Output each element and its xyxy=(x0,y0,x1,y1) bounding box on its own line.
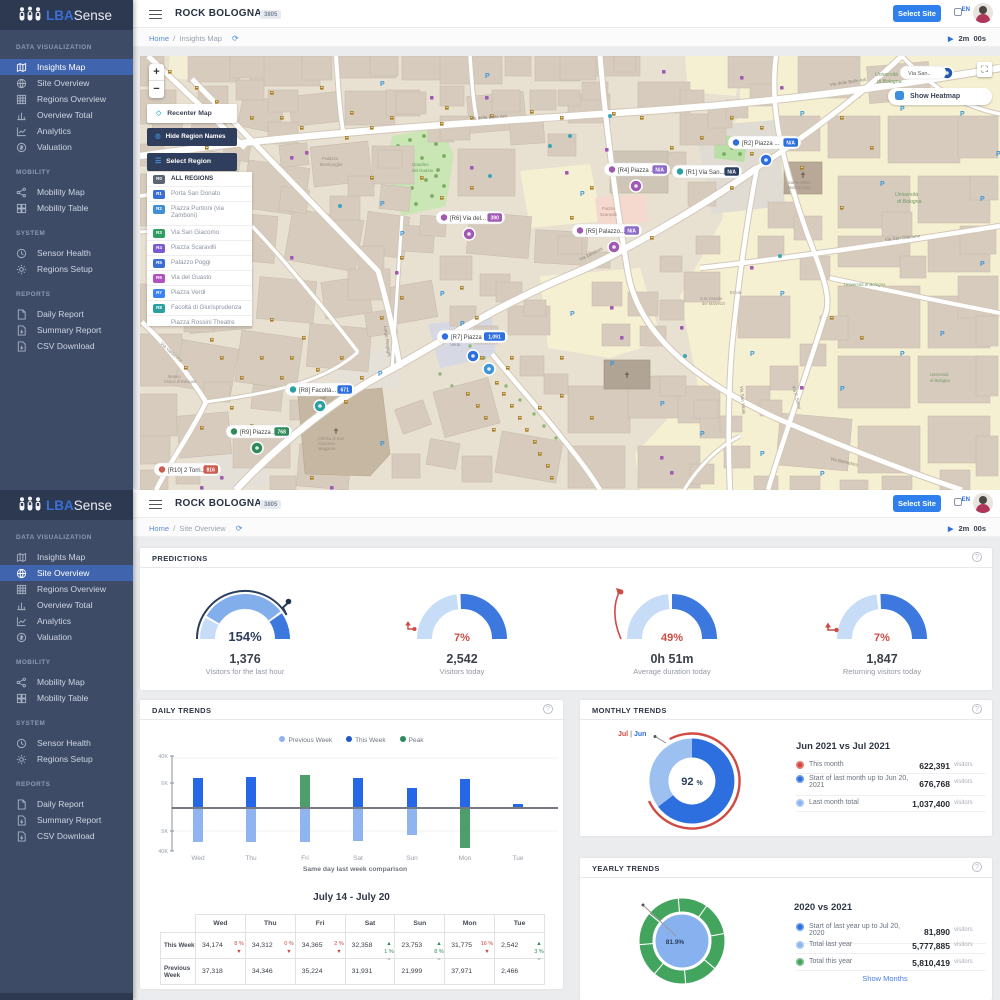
svg-text:Wed: Wed xyxy=(191,855,205,862)
svg-text:154%: 154% xyxy=(228,629,262,644)
svg-text:Università: Università xyxy=(875,72,898,78)
svg-text:[R7] Piazza ...: [R7] Piazza ... xyxy=(451,335,489,341)
svg-text:7%: 7% xyxy=(874,632,890,644)
svg-text:Museo: Museo xyxy=(168,374,181,379)
svg-text:Mon: Mon xyxy=(459,855,472,862)
svg-text:P: P xyxy=(380,201,385,208)
svg-text:40K: 40K xyxy=(158,849,168,855)
svg-text:P: P xyxy=(880,181,885,188)
svg-text:Fri: Fri xyxy=(301,855,309,862)
svg-text:[R10] 2 Torri...: [R10] 2 Torri... xyxy=(168,468,206,474)
svg-text:P: P xyxy=(580,191,585,198)
svg-text:dei Malvezzi: dei Malvezzi xyxy=(702,301,725,306)
svg-text:Ercole: Ercole xyxy=(730,290,743,295)
svg-text:[R8] Facoltà...: [R8] Facoltà... xyxy=(299,388,337,394)
svg-text:P: P xyxy=(460,321,465,328)
svg-text:Via Belmeloro: Via Belmeloro xyxy=(830,456,859,467)
svg-text:Palazzo: Palazzo xyxy=(322,156,339,161)
svg-text:Via San Giacomo: Via San Giacomo xyxy=(885,233,921,242)
svg-text:P: P xyxy=(940,331,945,338)
svg-text:390: 390 xyxy=(491,216,500,222)
svg-text:N/A: N/A xyxy=(655,168,664,174)
svg-text:del Guasto: del Guasto xyxy=(412,168,434,173)
svg-text:di Bologna: di Bologna xyxy=(877,79,902,85)
svg-text:671: 671 xyxy=(341,388,350,394)
svg-text:P: P xyxy=(760,451,765,458)
svg-text:Giardino: Giardino xyxy=(412,162,429,167)
svg-text:di Bologna: di Bologna xyxy=(897,199,922,205)
svg-text:✝: ✝ xyxy=(624,371,631,380)
svg-text:Via San Vitale: Via San Vitale xyxy=(739,386,747,415)
svg-text:Verdi: Verdi xyxy=(450,342,460,347)
svg-text:P: P xyxy=(800,111,805,118)
svg-text:P: P xyxy=(960,111,965,118)
svg-text:S.ta Grande: S.ta Grande xyxy=(700,296,723,301)
svg-text:P: P xyxy=(380,81,385,88)
svg-text:P: P xyxy=(900,351,905,358)
svg-text:P: P xyxy=(980,261,985,268)
svg-text:Maggiore: Maggiore xyxy=(318,446,336,451)
svg-text:P: P xyxy=(485,73,490,80)
svg-text:P: P xyxy=(378,371,383,378)
svg-text:Università: Università xyxy=(930,372,949,377)
svg-text:Tue: Tue xyxy=(513,855,524,862)
svg-text:Scaravilli: Scaravilli xyxy=(600,212,617,217)
svg-text:P: P xyxy=(820,471,825,478)
svg-text:N/A: N/A xyxy=(627,229,636,235)
svg-text:N/A: N/A xyxy=(786,141,795,147)
svg-text:[R9] Piazza ...: [R9] Piazza ... xyxy=(240,430,278,436)
svg-text:816: 816 xyxy=(207,468,216,474)
svg-text:✝: ✝ xyxy=(333,427,340,436)
svg-text:P: P xyxy=(400,231,405,238)
svg-text:5K: 5K xyxy=(161,829,168,835)
svg-text:P: P xyxy=(380,441,385,448)
svg-text:[R4] Piazza ...: [R4] Piazza ... xyxy=(618,168,656,174)
svg-text:Via F. Selmi: Via F. Selmi xyxy=(791,385,802,410)
svg-text:[R2] Piazza ...: [R2] Piazza ... xyxy=(742,141,780,147)
svg-text:92 %: 92 % xyxy=(681,776,703,788)
svg-text:P: P xyxy=(980,196,985,203)
svg-text:Università di Bologna: Università di Bologna xyxy=(844,282,886,287)
svg-text:6K: 6K xyxy=(161,781,168,787)
svg-text:7%: 7% xyxy=(454,632,470,644)
svg-text:Chiesa di San: Chiesa di San xyxy=(318,436,345,441)
svg-text:Bentivoglio: Bentivoglio xyxy=(320,162,343,167)
svg-text:N/A: N/A xyxy=(727,170,736,176)
svg-text:P: P xyxy=(570,311,575,318)
svg-text:Sat: Sat xyxy=(353,855,363,862)
svg-text:Santa Maria: Santa Maria xyxy=(788,180,811,185)
svg-text:Piazza: Piazza xyxy=(602,206,615,211)
svg-text:P: P xyxy=(610,361,615,368)
svg-text:P: P xyxy=(900,106,905,113)
svg-text:81.9%: 81.9% xyxy=(666,939,685,946)
svg-text:Via delle Belle Arti: Via delle Belle Arti xyxy=(470,113,507,121)
svg-text:1,091: 1,091 xyxy=(488,335,501,341)
svg-text:768: 768 xyxy=(278,430,287,436)
svg-text:✝: ✝ xyxy=(800,171,807,180)
svg-text:40K: 40K xyxy=(158,754,168,760)
svg-text:P: P xyxy=(996,151,1000,158)
svg-text:Sun: Sun xyxy=(406,855,418,862)
svg-text:Civico di Bologna: Civico di Bologna xyxy=(164,379,197,384)
svg-text:Università: Università xyxy=(895,192,918,198)
svg-text:P: P xyxy=(660,401,665,408)
svg-text:[R5] Palazzo...: [R5] Palazzo... xyxy=(586,229,625,235)
svg-text:Thu: Thu xyxy=(245,855,257,862)
svg-text:P: P xyxy=(750,351,755,358)
svg-text:di Bologna: di Bologna xyxy=(930,378,950,383)
svg-text:Giacomo: Giacomo xyxy=(318,441,335,446)
svg-text:49%: 49% xyxy=(661,632,683,644)
svg-text:[R1] Via San...: [R1] Via San... xyxy=(686,170,725,176)
svg-text:Largo Respighi: Largo Respighi xyxy=(383,326,392,357)
svg-text:[R6] Via del...: [R6] Via del... xyxy=(450,216,486,222)
svg-text:P: P xyxy=(700,431,705,438)
svg-text:Via San..: Via San.. xyxy=(908,71,931,77)
svg-text:P: P xyxy=(840,386,845,393)
svg-text:Mazzacorati: Mazzacorati xyxy=(788,185,811,190)
svg-text:P: P xyxy=(780,291,785,298)
svg-text:P: P xyxy=(440,291,445,298)
svg-text:Via delle Belle Arti: Via delle Belle Arti xyxy=(829,77,866,87)
